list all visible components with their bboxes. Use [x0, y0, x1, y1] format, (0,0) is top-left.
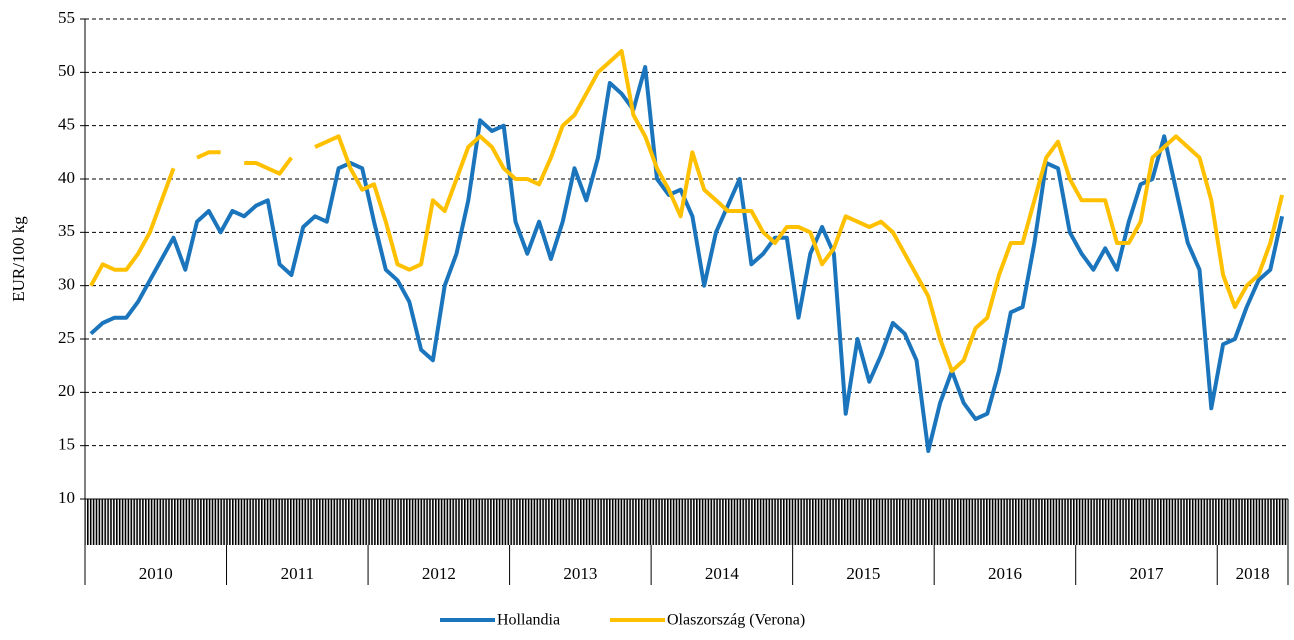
line-series	[89, 49, 1285, 373]
y-tick-label: 45	[58, 115, 75, 134]
y-tick-label: 40	[58, 168, 75, 187]
x-group-label: 2017	[1129, 564, 1164, 583]
x-group-label: 2010	[139, 564, 173, 583]
x-group-label: 2013	[563, 564, 597, 583]
x-group-label: 2016	[988, 564, 1022, 583]
y-tick-label: 30	[58, 275, 75, 294]
x-group-label: 2018	[1236, 564, 1270, 583]
legend-label: Olaszország (Verona)	[667, 612, 805, 629]
y-tick-label: 55	[58, 8, 75, 27]
line-series	[89, 65, 1285, 453]
x-group-label: 2015	[846, 564, 880, 583]
week-ticks	[85, 499, 1288, 545]
y-tick-label: 10	[58, 488, 75, 507]
x-group-label: 2012	[422, 564, 456, 583]
y-tick-label: 20	[58, 381, 75, 400]
y-tick-label: 15	[58, 435, 75, 454]
y-tick-label: 25	[58, 328, 75, 347]
y-tick-label: 35	[58, 221, 75, 240]
x-group-label: 2011	[281, 564, 314, 583]
y-axis-label: EUR/100 kg	[9, 216, 28, 302]
legend-label: Hollandia	[497, 612, 560, 629]
x-group-label: 2014	[705, 564, 740, 583]
y-tick-label: 50	[58, 61, 75, 80]
